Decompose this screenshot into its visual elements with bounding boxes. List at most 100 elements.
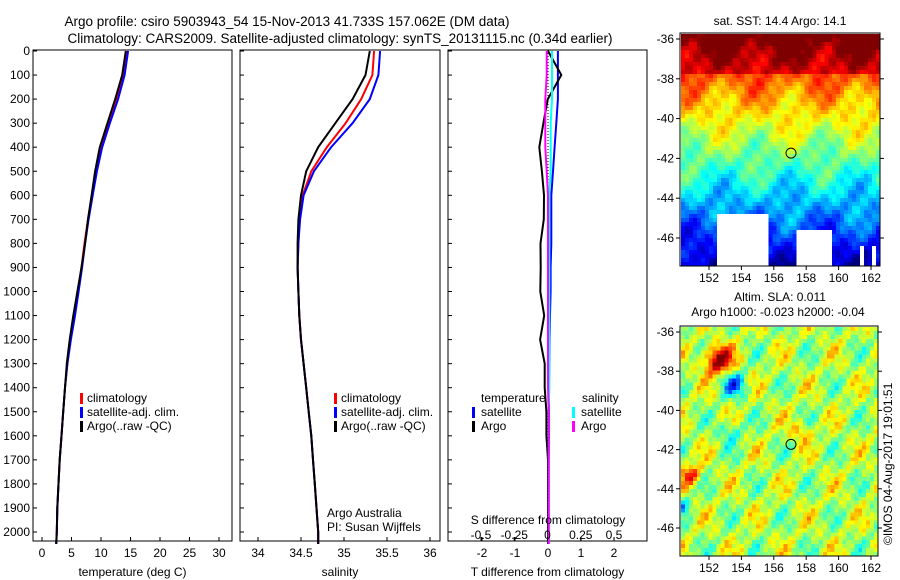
- series-line-s-argo: [544, 51, 550, 544]
- legend-label: Argo(..raw -QC): [87, 419, 172, 433]
- legend-swatch: [334, 393, 337, 404]
- credit-text: Argo Australia: [327, 506, 402, 520]
- x-axis-label: temperature (deg C): [78, 565, 186, 579]
- y-tick-label: 1700: [3, 453, 30, 467]
- sla-map-image: [681, 327, 878, 556]
- lat-tick-label: -36: [657, 325, 675, 339]
- lat-tick-label: -42: [657, 443, 675, 457]
- lon-tick-label: 162: [861, 271, 881, 285]
- x-tick-label: 15: [124, 546, 138, 560]
- x-tick-label: 30: [212, 546, 226, 560]
- lat-tick-label: -38: [657, 364, 675, 378]
- timestamp-stamp: ©IMOS 04-Aug-2017 19:01:51: [881, 382, 895, 545]
- lat-tick-label: -44: [657, 482, 675, 496]
- x-tick-label: 0: [545, 546, 552, 560]
- x-tick-label: 20: [153, 546, 167, 560]
- lon-tick-label: 154: [731, 271, 751, 285]
- series-line-satellite-adj-clim-: [296, 50, 382, 544]
- y-tick-label: 1100: [4, 309, 30, 323]
- legend-swatch: [472, 407, 475, 418]
- series-line-argo-raw-qc-: [55, 50, 127, 545]
- title-line2: Climatology: CARS2009. Satellite-adjuste…: [67, 31, 612, 46]
- x-axis-label: salinity: [322, 565, 359, 579]
- lon-tick-label: 154: [731, 561, 751, 575]
- pi-text: PI: Susan Wijffels: [327, 520, 421, 534]
- legend-title-temperature: temperature: [481, 391, 546, 405]
- x-axis-label: T difference from climatology: [471, 565, 625, 579]
- lat-tick-label: -44: [657, 191, 675, 205]
- x-tick-label: 5: [68, 546, 75, 560]
- legend-swatch: [334, 421, 337, 432]
- legend-label: satellite: [581, 405, 622, 419]
- y-tick-label: 400: [10, 140, 30, 154]
- legend-label: climatology: [341, 391, 401, 405]
- lon-tick-label: 152: [699, 561, 719, 575]
- maps-axes: 152 154 156 158 160 162 -36 -38 -40 -42 -44 -46 152 1…: [657, 32, 884, 575]
- y-tick-label: 300: [10, 116, 30, 130]
- sla-map-title: Altim. SLA: 0.011: [734, 290, 826, 304]
- y-tick-label: 1400: [3, 381, 30, 395]
- sst-map-title: sat. SST: 14.4 Argo: 14.1: [714, 14, 847, 28]
- lat-tick-label: -46: [657, 231, 675, 245]
- legend-label: climatology: [87, 391, 147, 405]
- y-tick-label: 1200: [3, 333, 30, 347]
- x-tick-label: -2: [477, 546, 488, 560]
- top-x-tick-label: -0.25: [501, 528, 529, 542]
- panel-difference: -2 -1 0 1 2 T difference from climatology temp…: [447, 49, 648, 579]
- x-tick-label: 25: [183, 546, 197, 560]
- y-tick-label: 700: [10, 212, 30, 226]
- axes-frame: [32, 49, 233, 542]
- panel-temperature: 0100200300400500600700800900100011001200…: [3, 44, 233, 579]
- sla-map-subtitle: Argo h1000: -0.023 h2000: -0.04: [691, 305, 865, 319]
- y-tick-label: 1800: [3, 477, 30, 491]
- legend-swatch: [80, 407, 83, 418]
- series-line-satellite-adj-clim-: [55, 50, 130, 545]
- y-tick-label: 900: [10, 260, 30, 274]
- y-tick-label: 1900: [3, 501, 30, 515]
- legend-title-salinity: salinity: [582, 391, 619, 405]
- top-x-tick-label: 0: [544, 528, 551, 542]
- lat-tick-label: -42: [657, 151, 675, 165]
- y-tick-label: 1300: [3, 357, 30, 371]
- x-tick-label: 34: [251, 546, 265, 560]
- lat-tick-label: -40: [657, 403, 675, 417]
- y-tick-label: 600: [10, 188, 30, 202]
- y-tick-label: 100: [10, 68, 30, 82]
- y-tick-label: 1600: [3, 429, 30, 443]
- lat-tick-label: -46: [657, 521, 675, 535]
- lon-tick-label: 158: [796, 271, 816, 285]
- x-tick-label: 2: [611, 546, 618, 560]
- legend-swatch: [80, 421, 83, 432]
- legend-label: Argo: [581, 419, 607, 433]
- x-tick-label: -1: [510, 546, 521, 560]
- lon-tick-label: 162: [861, 561, 881, 575]
- lat-tick-label: -40: [657, 112, 675, 126]
- lon-tick-label: 152: [699, 271, 719, 285]
- y-tick-label: 0: [23, 44, 30, 58]
- lat-tick-label: -38: [657, 72, 675, 86]
- x-tick-label: 10: [94, 546, 108, 560]
- lon-tick-label: 160: [829, 271, 849, 285]
- x-tick-label: 34.5: [289, 546, 313, 560]
- lon-tick-label: 158: [796, 561, 816, 575]
- top-x-tick-label: 0.5: [606, 528, 623, 542]
- x-tick-label: 0: [39, 546, 46, 560]
- x-tick-label: 1: [578, 546, 585, 560]
- series-line-argo-raw-qc-: [296, 50, 371, 544]
- legend-label: satellite-adj. clim.: [341, 405, 433, 419]
- legend-swatch: [80, 393, 83, 404]
- lon-tick-label: 156: [764, 561, 784, 575]
- y-tick-label: 1500: [3, 405, 30, 419]
- series-line-climatology: [55, 50, 128, 545]
- legend-label: satellite: [481, 405, 522, 419]
- series-line-climatology: [296, 50, 376, 544]
- x-tick-label: 36: [423, 546, 437, 560]
- panel-salinity: 34 34.5 35 35.5 36 salinity climatologysatelli…: [239, 49, 441, 579]
- lon-tick-label: 156: [764, 271, 784, 285]
- y-tick-label: 2000: [3, 525, 30, 539]
- legend-label: satellite-adj. clim.: [87, 405, 179, 419]
- lat-tick-label: -36: [657, 32, 675, 46]
- y-tick-label: 200: [10, 92, 30, 106]
